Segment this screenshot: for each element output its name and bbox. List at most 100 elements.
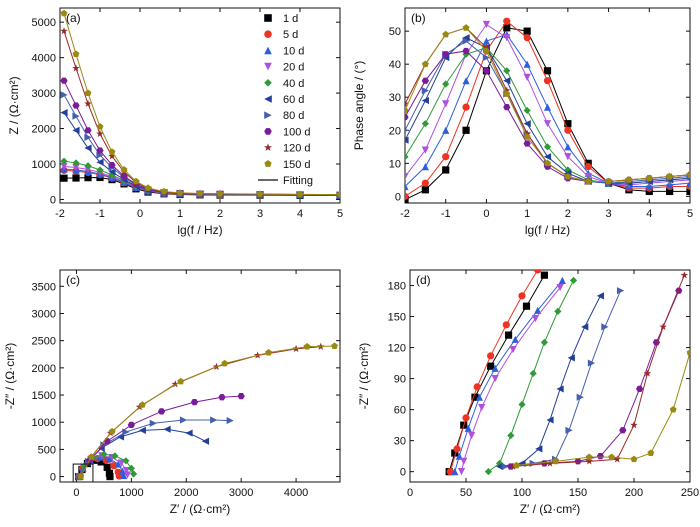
data-point xyxy=(405,182,409,191)
data-point xyxy=(496,462,504,471)
data-point xyxy=(265,349,273,356)
data-point xyxy=(491,364,499,372)
data-point xyxy=(523,34,531,42)
data-point xyxy=(77,472,85,480)
panel-label: (b) xyxy=(411,11,426,25)
data-point xyxy=(496,459,504,467)
data-point xyxy=(584,163,592,171)
x-tick-label: 5 xyxy=(337,208,343,220)
panel-label: (d) xyxy=(416,273,431,287)
legend-entry: 5 d xyxy=(283,29,298,41)
y-tick-label: 500 xyxy=(38,444,56,456)
x-tick-label: -2 xyxy=(400,208,410,220)
data-point xyxy=(503,17,511,25)
data-point xyxy=(554,307,562,315)
data-point xyxy=(535,445,543,453)
y-tick-label: 40 xyxy=(389,59,401,71)
data-point xyxy=(584,177,592,185)
data-point xyxy=(659,322,667,331)
chart-panel-1: -2 -1 0 1 2 3 4 5 0 1000 2000 3000 4000 5000 (a) lg(f /… xyxy=(7,7,343,237)
data-point xyxy=(72,174,80,182)
data-point xyxy=(111,452,119,460)
data-point xyxy=(421,77,429,84)
x-tick-label: 4 xyxy=(646,208,652,220)
data-point xyxy=(482,20,491,29)
data-point xyxy=(60,162,68,171)
fitting-line xyxy=(449,270,539,472)
data-point xyxy=(190,398,199,406)
y-tick-label: 2000 xyxy=(32,363,56,375)
data-point xyxy=(522,302,531,310)
data-point xyxy=(518,292,526,300)
data-point xyxy=(523,133,531,140)
data-point xyxy=(556,283,564,292)
data-point xyxy=(442,126,450,134)
plot-frame xyxy=(59,269,341,483)
y-tick-label: 5000 xyxy=(32,17,56,29)
data-point xyxy=(543,103,552,111)
y-tick-label: 1000 xyxy=(32,159,56,171)
data-point xyxy=(523,73,531,82)
fitting-line xyxy=(454,280,563,472)
data-point xyxy=(264,62,272,71)
data-point xyxy=(226,416,234,425)
data-point xyxy=(129,470,138,478)
data-point xyxy=(60,157,68,165)
data-point xyxy=(482,67,491,74)
data-point xyxy=(523,140,531,147)
x-tick-label: -1 xyxy=(441,208,451,220)
data-point xyxy=(462,126,470,134)
data-point xyxy=(96,123,104,130)
data-point xyxy=(96,129,104,138)
fitting-line xyxy=(461,287,561,472)
data-point xyxy=(84,174,92,182)
legend-entry: 20 d xyxy=(283,62,304,74)
series-group xyxy=(405,17,690,203)
data-point xyxy=(264,79,272,87)
data-point xyxy=(196,189,204,197)
data-point xyxy=(546,459,554,467)
data-point xyxy=(585,453,593,461)
data-point xyxy=(176,189,184,196)
data-point xyxy=(616,287,625,295)
data-point xyxy=(221,359,229,367)
data-point xyxy=(473,383,481,391)
data-point xyxy=(669,406,677,413)
fitting-line xyxy=(516,352,690,466)
y-tick-label: 2000 xyxy=(32,124,56,136)
zoom-region-box xyxy=(72,463,94,483)
data-point xyxy=(108,427,116,435)
data-point xyxy=(531,315,540,323)
data-point xyxy=(501,462,509,471)
data-point xyxy=(543,120,552,128)
data-point xyxy=(491,374,499,383)
data-point xyxy=(503,77,511,85)
chart-panel-4: 0 50 100 150 200 250 0 30 60 90 120 150 180 (d) Z′ / (… xyxy=(357,269,699,516)
legend-entry: Fitting xyxy=(283,175,313,187)
x-tick-label: -2 xyxy=(55,208,65,220)
y-tick-label: 90 xyxy=(394,374,406,386)
data-point xyxy=(122,457,130,465)
y-tick-label: 0 xyxy=(400,467,406,479)
y-tick-label: 20 xyxy=(389,125,401,137)
y-tick-label: 3000 xyxy=(32,308,56,320)
data-point xyxy=(483,47,490,54)
y-axis-label: -Z″ / (Ω·cm²) xyxy=(357,343,371,410)
data-point xyxy=(686,349,690,356)
y-tick-label: 0 xyxy=(395,191,401,203)
data-point xyxy=(552,457,560,465)
data-point xyxy=(106,472,114,481)
data-point xyxy=(218,394,226,401)
legend-entry: 40 d xyxy=(283,78,304,90)
data-point xyxy=(105,455,114,463)
legend-entry: 100 d xyxy=(283,126,311,138)
data-point xyxy=(60,9,68,17)
data-point xyxy=(509,346,517,354)
legend-entry: 80 d xyxy=(283,110,304,122)
x-tick-label: 0 xyxy=(483,208,489,220)
y-tick-label: 50 xyxy=(389,26,401,38)
data-point xyxy=(564,172,572,180)
data-point xyxy=(216,190,224,197)
data-point xyxy=(72,64,80,72)
data-point xyxy=(72,102,80,109)
